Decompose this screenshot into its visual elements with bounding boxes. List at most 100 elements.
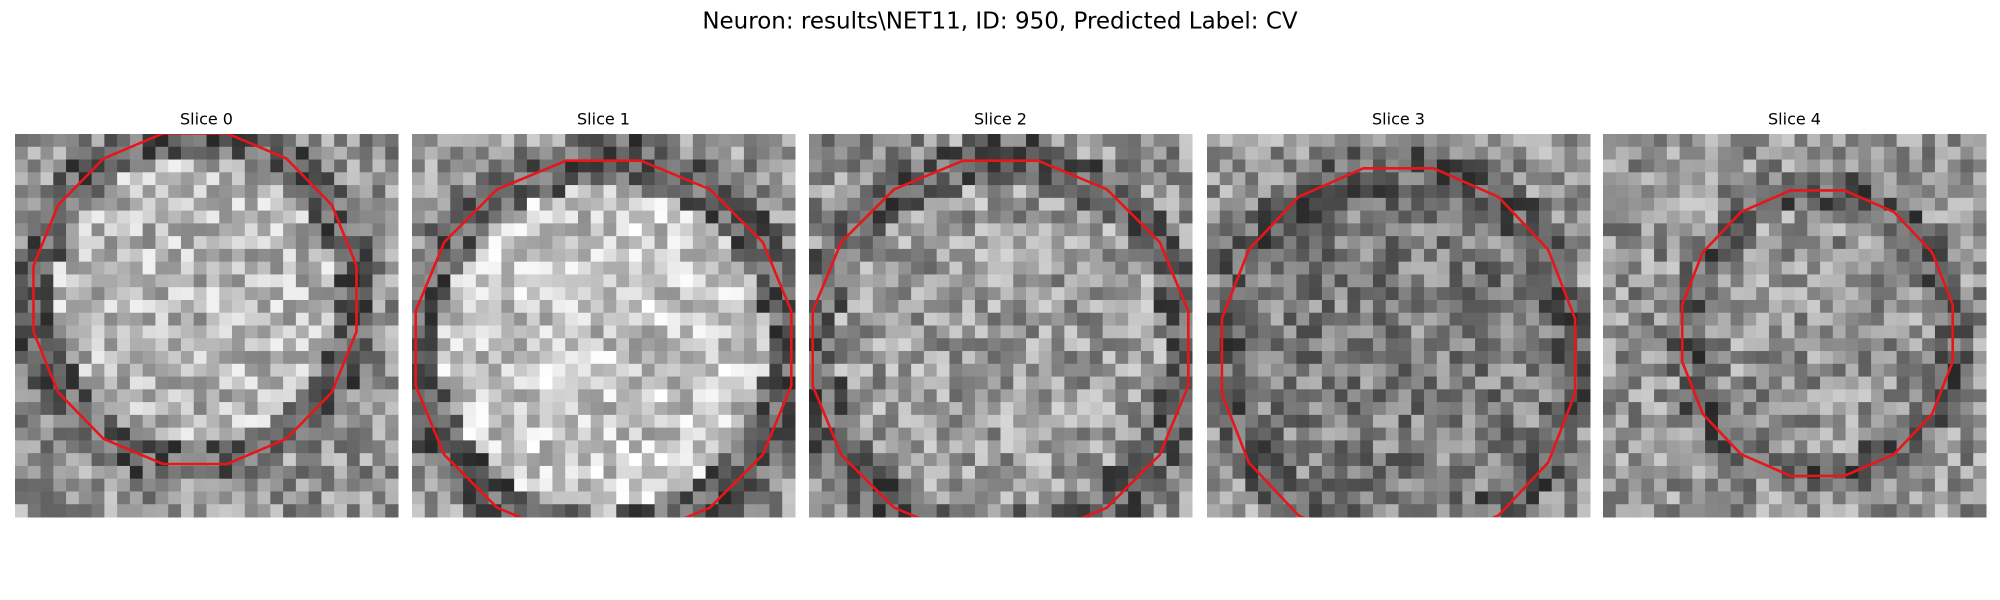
pixel — [1666, 351, 1681, 365]
pixel — [1475, 248, 1489, 263]
pixel — [743, 491, 758, 505]
pixel — [1411, 414, 1425, 429]
pixel — [53, 159, 67, 173]
pixel — [1013, 312, 1027, 326]
pixel — [193, 236, 207, 250]
pixel — [1013, 185, 1027, 199]
pixel — [539, 465, 553, 480]
pixel — [641, 287, 656, 301]
pixel — [782, 491, 796, 505]
pixel — [1628, 440, 1642, 454]
pixel — [15, 287, 29, 301]
pixel — [1411, 453, 1425, 467]
pixel — [514, 185, 528, 199]
pixel — [731, 427, 745, 441]
pixel — [1947, 274, 1961, 288]
pixel — [1258, 427, 1272, 441]
pixel — [1232, 465, 1246, 480]
pixel — [514, 427, 528, 441]
pixel — [372, 261, 386, 275]
pixel — [1385, 453, 1399, 467]
pixel — [1449, 325, 1463, 339]
pixel — [155, 312, 169, 326]
pixel — [1526, 427, 1540, 441]
pixel — [424, 465, 439, 480]
pixel — [475, 376, 490, 390]
pixel — [1102, 274, 1116, 288]
pixel — [385, 210, 399, 224]
pixel — [923, 465, 938, 480]
pixel — [616, 504, 630, 518]
pixel — [308, 491, 322, 505]
pixel — [1436, 197, 1451, 212]
pixel — [1820, 504, 1834, 518]
pixel — [692, 440, 707, 454]
pixel — [885, 312, 899, 326]
pixel — [501, 299, 515, 314]
pixel — [1845, 287, 1859, 301]
pixel — [1102, 402, 1116, 416]
pixel — [437, 325, 451, 339]
pixel — [1077, 491, 1091, 505]
pixel — [1449, 504, 1463, 518]
pixel — [334, 402, 348, 416]
pixel — [1475, 287, 1489, 301]
pixel — [372, 427, 386, 441]
pixel — [1654, 261, 1668, 275]
pixel — [1360, 325, 1374, 339]
pixel — [1654, 299, 1668, 314]
pixel — [1820, 363, 1834, 378]
pixel — [1730, 236, 1744, 250]
pixel — [283, 312, 297, 326]
pixel — [1166, 146, 1180, 161]
pixel — [372, 478, 386, 492]
pixel — [1909, 376, 1923, 390]
pixel — [1270, 351, 1285, 365]
pixel — [117, 274, 131, 288]
pixel — [718, 478, 732, 492]
pixel — [847, 197, 861, 212]
pixel — [1026, 478, 1040, 492]
pixel — [40, 402, 54, 416]
pixel — [1526, 491, 1540, 505]
pixel — [1372, 236, 1387, 250]
pixel — [1883, 261, 1898, 275]
pixel — [936, 299, 950, 314]
pixel — [1372, 440, 1387, 454]
pixel — [1807, 248, 1821, 263]
pixel — [1283, 248, 1297, 263]
pixel — [1398, 210, 1412, 224]
pixel — [834, 197, 848, 212]
pixel — [1475, 465, 1489, 480]
pixel — [1603, 185, 1617, 199]
pixel — [565, 427, 579, 441]
pixel — [987, 261, 1001, 275]
pixel — [987, 414, 1001, 429]
pixel — [1883, 504, 1898, 518]
pixel — [168, 274, 182, 288]
pixel — [1475, 236, 1489, 250]
pixel — [463, 453, 477, 467]
pixel — [1179, 312, 1193, 326]
pixel — [334, 325, 348, 339]
pixel — [180, 440, 195, 454]
pixel — [1207, 338, 1221, 352]
pixel — [346, 287, 361, 301]
pixel — [1026, 440, 1040, 454]
pixel — [1013, 478, 1027, 492]
pixel — [1794, 465, 1808, 480]
pixel — [334, 478, 348, 492]
pixel — [756, 478, 770, 492]
pixel — [257, 376, 271, 390]
pixel — [308, 338, 322, 352]
pixel — [53, 134, 67, 148]
pixel — [1832, 363, 1847, 378]
pixel — [1398, 504, 1412, 518]
pixel — [885, 274, 899, 288]
pixel — [565, 261, 579, 275]
pixel — [1296, 325, 1310, 339]
pixel — [936, 351, 950, 365]
pixel — [1089, 478, 1104, 492]
pixel — [1372, 389, 1387, 403]
pixel — [295, 287, 310, 301]
